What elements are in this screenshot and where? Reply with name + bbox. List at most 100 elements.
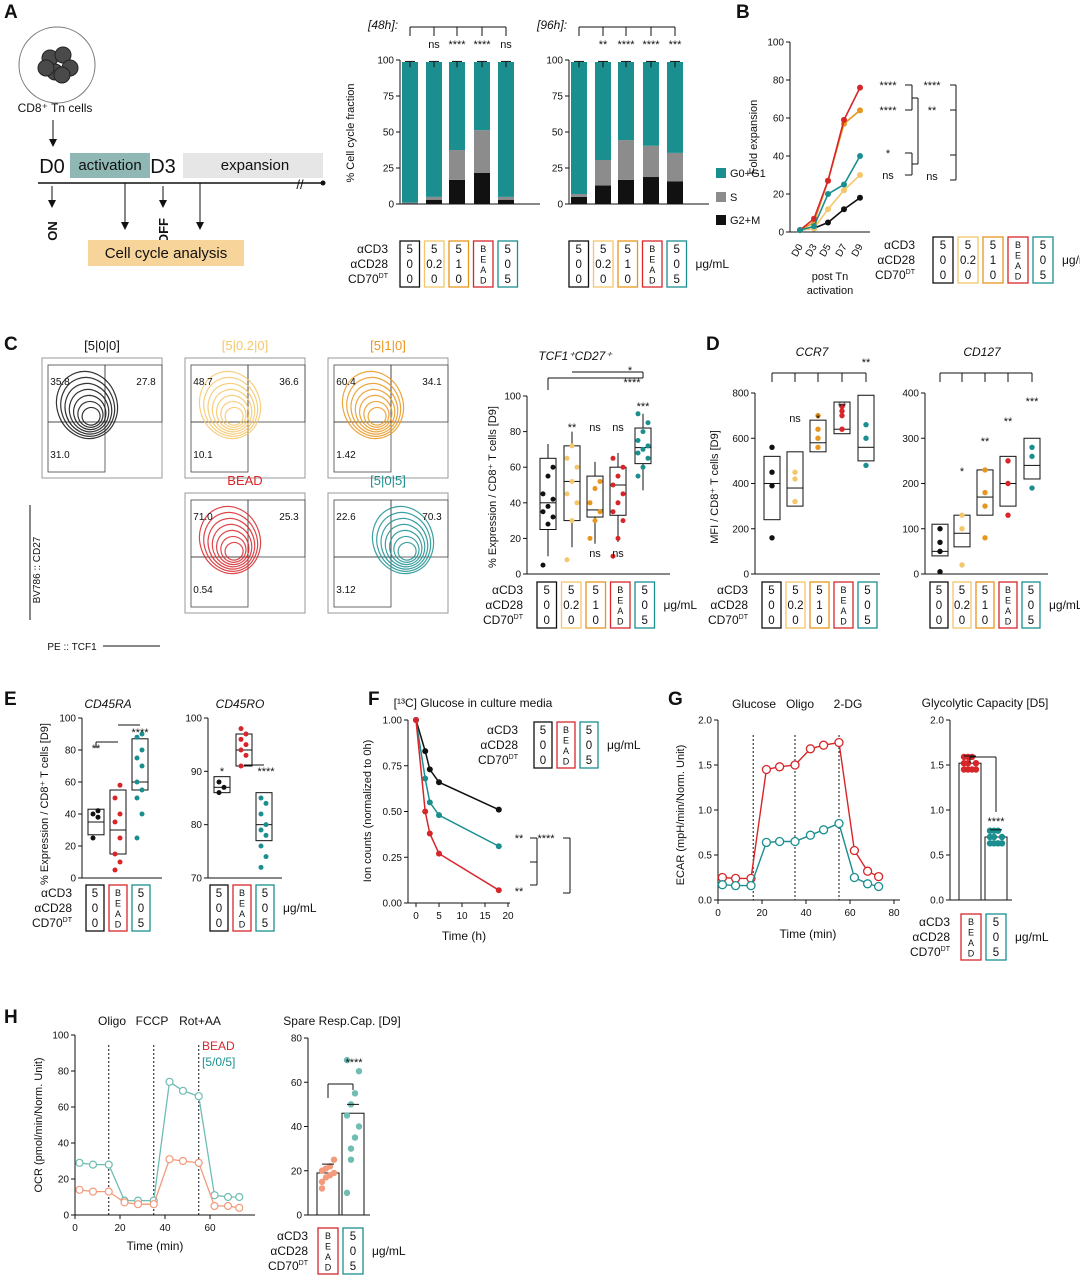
data-point	[640, 429, 646, 435]
sig-label: **	[1004, 416, 1013, 428]
panel-letter: H	[4, 1007, 18, 1028]
data-point	[216, 779, 222, 785]
condition-box	[423, 240, 445, 288]
y-tick-label: 75	[552, 92, 564, 103]
data-point	[178, 1086, 188, 1095]
data-point	[959, 526, 965, 532]
gate-percent: 1.42	[336, 450, 356, 461]
condition-value: 0	[350, 1246, 356, 1258]
condition-value: 5	[540, 725, 546, 737]
condition-value: E	[325, 1242, 331, 1252]
analysis-box	[88, 240, 244, 266]
data-point	[243, 742, 249, 748]
condition-value: 5	[600, 244, 606, 256]
gate-percent: 31.0	[50, 450, 70, 461]
condition-box	[579, 721, 599, 769]
condition-value: A	[325, 1252, 331, 1262]
data-point	[139, 811, 145, 817]
data-point	[1029, 453, 1035, 460]
bar-s	[498, 196, 514, 200]
bar-g0g1	[618, 62, 634, 141]
condition-box	[85, 884, 105, 932]
data-point	[769, 483, 775, 489]
condition-value: 5	[936, 585, 942, 597]
legend-swatch	[716, 168, 726, 178]
bar-g2m	[643, 177, 659, 204]
condition-value: 5	[505, 244, 511, 256]
condition-value: 1	[456, 259, 462, 271]
cell	[54, 46, 72, 64]
bar-g2m	[595, 185, 611, 204]
condition-row-label: αCD28	[480, 738, 518, 752]
y-tick-label: 0	[913, 570, 919, 581]
data-point	[112, 795, 118, 801]
data-point	[90, 811, 96, 817]
data-point	[986, 827, 994, 834]
condition-row-label: αCD3	[884, 238, 915, 252]
bar-s	[426, 196, 442, 200]
data-point	[117, 859, 123, 865]
data-point	[1029, 485, 1035, 491]
condition-box	[533, 721, 553, 769]
panel-title: Glycolytic Capacity [D5]	[922, 696, 1049, 710]
sig-label: **	[838, 401, 847, 413]
condition-value: 5	[576, 244, 582, 256]
y-tick-label: 0	[63, 1211, 69, 1222]
condition-value: 5	[92, 888, 98, 900]
panel-title: CCR7	[796, 345, 830, 359]
data-point	[811, 215, 817, 222]
contour	[371, 505, 435, 575]
condition-value: 0	[407, 259, 413, 271]
condition-value: 5	[642, 615, 648, 627]
data-point	[564, 455, 570, 461]
data-point	[330, 1156, 338, 1163]
data-point	[134, 835, 140, 841]
condition-value: 0	[593, 615, 599, 627]
data-point	[615, 500, 621, 506]
data-point	[139, 731, 145, 737]
data-point	[849, 872, 860, 883]
bar-g2m	[474, 172, 490, 204]
condition-value: 0	[642, 600, 648, 612]
panel-title: CD45RO	[216, 697, 265, 711]
data-point	[194, 1092, 203, 1101]
data-point	[178, 1156, 188, 1166]
y-tick-label: 100	[767, 38, 784, 49]
condition-row-label: CD70DT	[348, 272, 389, 286]
data-point	[117, 782, 123, 788]
condition-value: 5	[816, 585, 822, 597]
data-point	[815, 426, 821, 432]
legend-label: [5/0/5]	[202, 1055, 235, 1069]
condition-box	[857, 581, 878, 629]
condition-box	[833, 581, 854, 629]
bar-g0g1	[449, 62, 465, 151]
sig-label: **	[515, 833, 524, 845]
condition-box	[985, 913, 1007, 961]
data-point	[937, 548, 943, 555]
sig-label: ns	[926, 171, 938, 183]
y-axis-label: OCR (pmol/min/Norm. Unit)	[33, 1057, 45, 1192]
condition-value: 5	[1028, 585, 1034, 597]
x-tick-label: 20	[502, 911, 514, 922]
y-tick-label: 0	[296, 1211, 302, 1222]
condition-value: 5	[407, 244, 413, 256]
condition-value: D	[617, 617, 624, 627]
contour	[384, 523, 426, 568]
box	[255, 792, 273, 842]
panel-letter: F	[368, 689, 380, 710]
bar-g0g1	[595, 62, 611, 160]
data-point	[426, 766, 433, 773]
data-point	[982, 489, 988, 496]
data-point	[75, 1158, 84, 1167]
condition-box	[108, 884, 128, 932]
data-point	[263, 800, 269, 806]
data-point	[839, 403, 845, 410]
data-point	[873, 881, 884, 892]
y-axis-label: Ion counts (normalized to 0h)	[362, 740, 374, 882]
condition-value: 5	[674, 274, 680, 286]
sig-label: ****	[879, 105, 897, 117]
x-tick-label: D0	[790, 242, 806, 259]
y-tick-label: 0	[778, 228, 784, 239]
y-tick-label: 40	[65, 810, 77, 821]
bar-s	[643, 145, 659, 178]
